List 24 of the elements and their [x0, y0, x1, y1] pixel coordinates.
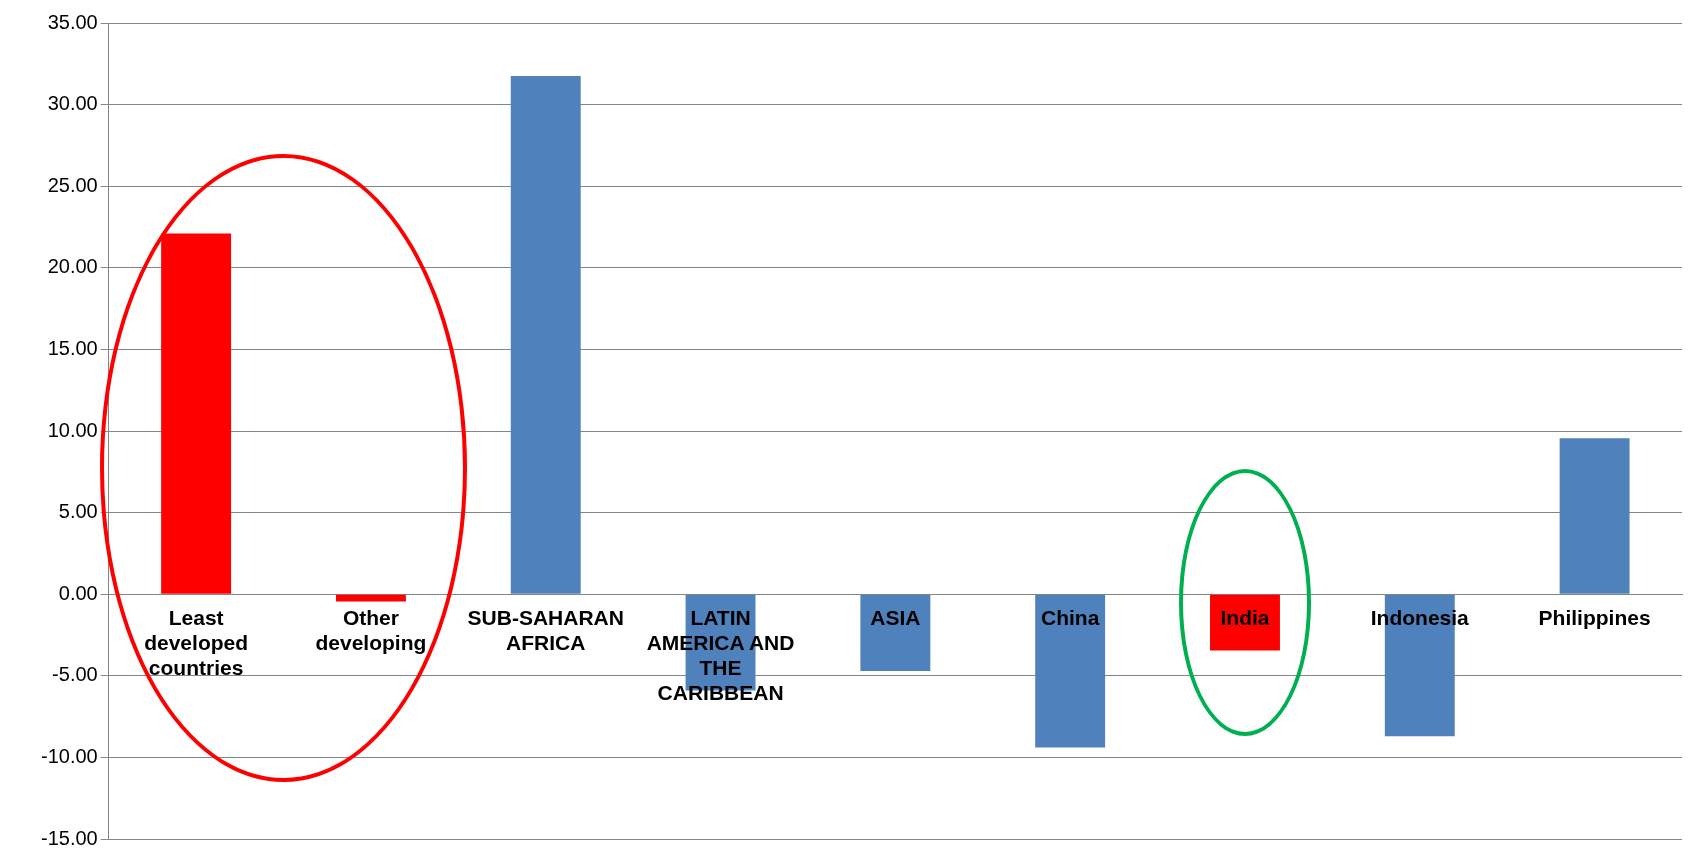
x-tick-label: ASIA	[870, 605, 921, 629]
y-tick-label: -10.00	[40, 744, 98, 767]
y-tick-label: 10.00	[47, 418, 98, 441]
x-tick-label: SUB-SAHARAN AFRICA	[467, 605, 624, 654]
y-tick-label: 35.00	[47, 10, 98, 33]
y-tick-label: 5.00	[58, 500, 98, 523]
bar	[161, 233, 232, 594]
bar	[510, 76, 581, 594]
x-tick-label: China	[1040, 605, 1100, 629]
bar	[335, 594, 406, 602]
x-tick-label: Least developed countries	[144, 605, 249, 679]
y-tick-label: 30.00	[47, 92, 98, 115]
x-tick-label: Other developing	[315, 605, 427, 654]
x-tick-label: Philippines	[1538, 605, 1651, 629]
y-tick-label: -5.00	[52, 663, 98, 686]
y-tick-label: 15.00	[47, 336, 98, 359]
y-tick-label: 20.00	[47, 255, 98, 278]
bar	[1559, 438, 1630, 594]
y-tick-label: -15.00	[40, 826, 98, 849]
y-tick-label: 0.00	[58, 581, 98, 604]
bar	[1035, 594, 1106, 748]
x-tick-label: India	[1220, 605, 1270, 629]
y-tick-label: 25.00	[47, 173, 98, 196]
bar	[860, 594, 931, 671]
